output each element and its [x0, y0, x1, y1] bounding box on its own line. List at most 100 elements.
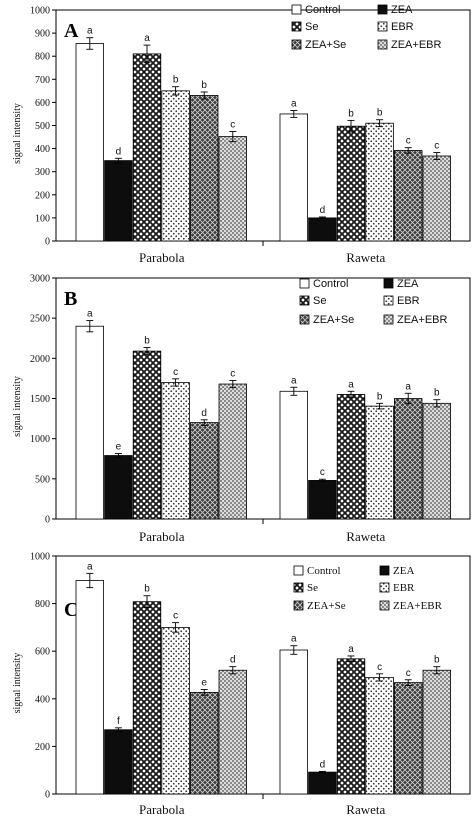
significance-letter: a [348, 644, 354, 655]
legend-label-zea-se: ZEA+Se [305, 39, 346, 51]
significance-letter: a [405, 381, 411, 392]
y-tick-label: 3000 [30, 274, 50, 285]
legend-swatch-se [299, 295, 310, 306]
y-tick-label: 300 [35, 167, 50, 178]
legend-label-ebr: EBR [393, 582, 415, 594]
significance-letter: d [320, 205, 326, 216]
significance-letter: c [406, 668, 411, 679]
bar-zea-se-raweta [393, 398, 423, 520]
legend-label-se: Se [305, 21, 318, 33]
significance-letter: c [434, 141, 439, 152]
significance-letter: d [320, 759, 326, 770]
legend-label-control: Control [313, 278, 348, 290]
panel-letter: A [64, 20, 79, 42]
bar-zea-parabola [104, 729, 133, 795]
y-tick-label: 1000 [30, 552, 50, 563]
y-tick-label: 700 [35, 75, 50, 86]
bar-se-parabola [132, 350, 162, 520]
bar-zea-ebr-raweta [422, 669, 452, 795]
significance-letter: b [144, 335, 150, 346]
y-tick-label: 600 [35, 647, 50, 658]
y-tick-label: 400 [35, 694, 50, 705]
legend-label-zea: ZEA [393, 565, 414, 577]
y-tick-label: 0 [45, 237, 50, 248]
legend-label-zea-ebr: ZEA+EBR [397, 314, 447, 326]
bar-se-raweta [336, 658, 366, 795]
significance-letter: c [173, 367, 178, 378]
y-tick-label: 1000 [30, 6, 50, 17]
bar-zea-parabola [104, 160, 133, 242]
significance-letter: b [144, 584, 150, 595]
bar-zea-ebr-parabola [218, 383, 248, 520]
significance-letter: a [348, 379, 354, 390]
legend-swatch-se [293, 582, 304, 593]
legend-label-control: Control [307, 565, 341, 577]
legend-label-zea-ebr: ZEA+EBR [393, 600, 443, 612]
bar-se-parabola [132, 53, 162, 242]
significance-letter: b [434, 655, 440, 666]
y-tick-label: 100 [35, 213, 50, 224]
significance-letter: b [377, 108, 383, 119]
significance-letter: f [117, 716, 120, 727]
panel-b: 0 500 1000 1500 2000 2500 3000 signal intensity… [12, 274, 471, 544]
category-label-raweta: Raweta [346, 250, 385, 265]
legend-swatch-ebr [377, 21, 388, 32]
panel-letter: C [64, 599, 78, 621]
bar-ebr-parabola [161, 382, 190, 520]
bar-zea-se-parabola [189, 691, 219, 795]
y-tick-label: 800 [35, 599, 50, 610]
bar-zea-ebr-raweta [422, 402, 452, 520]
significance-letter: d [230, 655, 236, 666]
legend-swatch-zea-ebr [383, 314, 394, 325]
significance-letter: e [116, 442, 122, 453]
significance-letter: b [348, 108, 354, 119]
y-tick-label: 500 [35, 474, 50, 485]
bar-ebr-parabola [161, 90, 190, 242]
bar-control-parabola [75, 325, 105, 520]
panels-root: 0 100 200 300 400 500 600 700 800 900 1000 signal i… [12, 4, 471, 817]
y-tick-label: 2000 [30, 354, 50, 365]
y-tick-label: 500 [35, 121, 50, 132]
legend-swatch-zea-ebr [379, 600, 390, 611]
y-tick-label: 200 [35, 190, 50, 201]
bar-zea-se-parabola [189, 95, 219, 242]
legend: Control ZEA Se EBR ZEA+Se ZEA+EBR [299, 278, 447, 326]
legend-label-zea-se: ZEA+Se [313, 314, 354, 326]
bar-zea-ebr-parabola [218, 136, 248, 242]
significance-letter: c [230, 120, 235, 131]
significance-letter: a [87, 561, 93, 572]
significance-letter: b [173, 75, 179, 86]
legend-swatch-zea-se [293, 600, 304, 611]
bar-zea-raweta [308, 217, 337, 242]
significance-letter: b [201, 80, 207, 91]
panel-a: 0 100 200 300 400 500 600 700 800 900 1000 signal i… [12, 4, 471, 265]
bar-zea-se-raweta [393, 682, 423, 795]
significance-letter: c [377, 662, 382, 673]
bar-control-parabola [75, 580, 105, 795]
bar-zea-se-raweta [393, 150, 423, 242]
legend-swatch-ebr [383, 295, 394, 306]
legend-label-zea-se: ZEA+Se [307, 600, 346, 612]
significance-letter: a [291, 634, 297, 645]
category-label-raweta: Raweta [346, 802, 385, 817]
y-tick-label: 400 [35, 144, 50, 155]
legend-swatch-se [291, 21, 302, 32]
significance-letter: c [406, 136, 411, 147]
bar-ebr-raweta [365, 122, 394, 242]
legend-label-control: Control [305, 4, 340, 16]
legend-label-zea-ebr: ZEA+EBR [391, 39, 441, 51]
significance-letter: b [377, 391, 383, 402]
bar-ebr-parabola [161, 627, 190, 795]
legend-label-zea: ZEA [397, 278, 419, 290]
legend-label-zea: ZEA [391, 4, 413, 16]
bar-control-raweta [279, 390, 309, 520]
legend-label-se: Se [313, 295, 326, 307]
bar-zea-raweta [308, 771, 337, 795]
legend-swatch-zea [383, 278, 394, 289]
significance-letter: d [201, 408, 207, 419]
legend-swatch-control [299, 278, 310, 289]
y-tick-label: 900 [35, 29, 50, 40]
legend-swatch-ebr [379, 582, 390, 593]
legend-swatch-control [291, 4, 302, 15]
